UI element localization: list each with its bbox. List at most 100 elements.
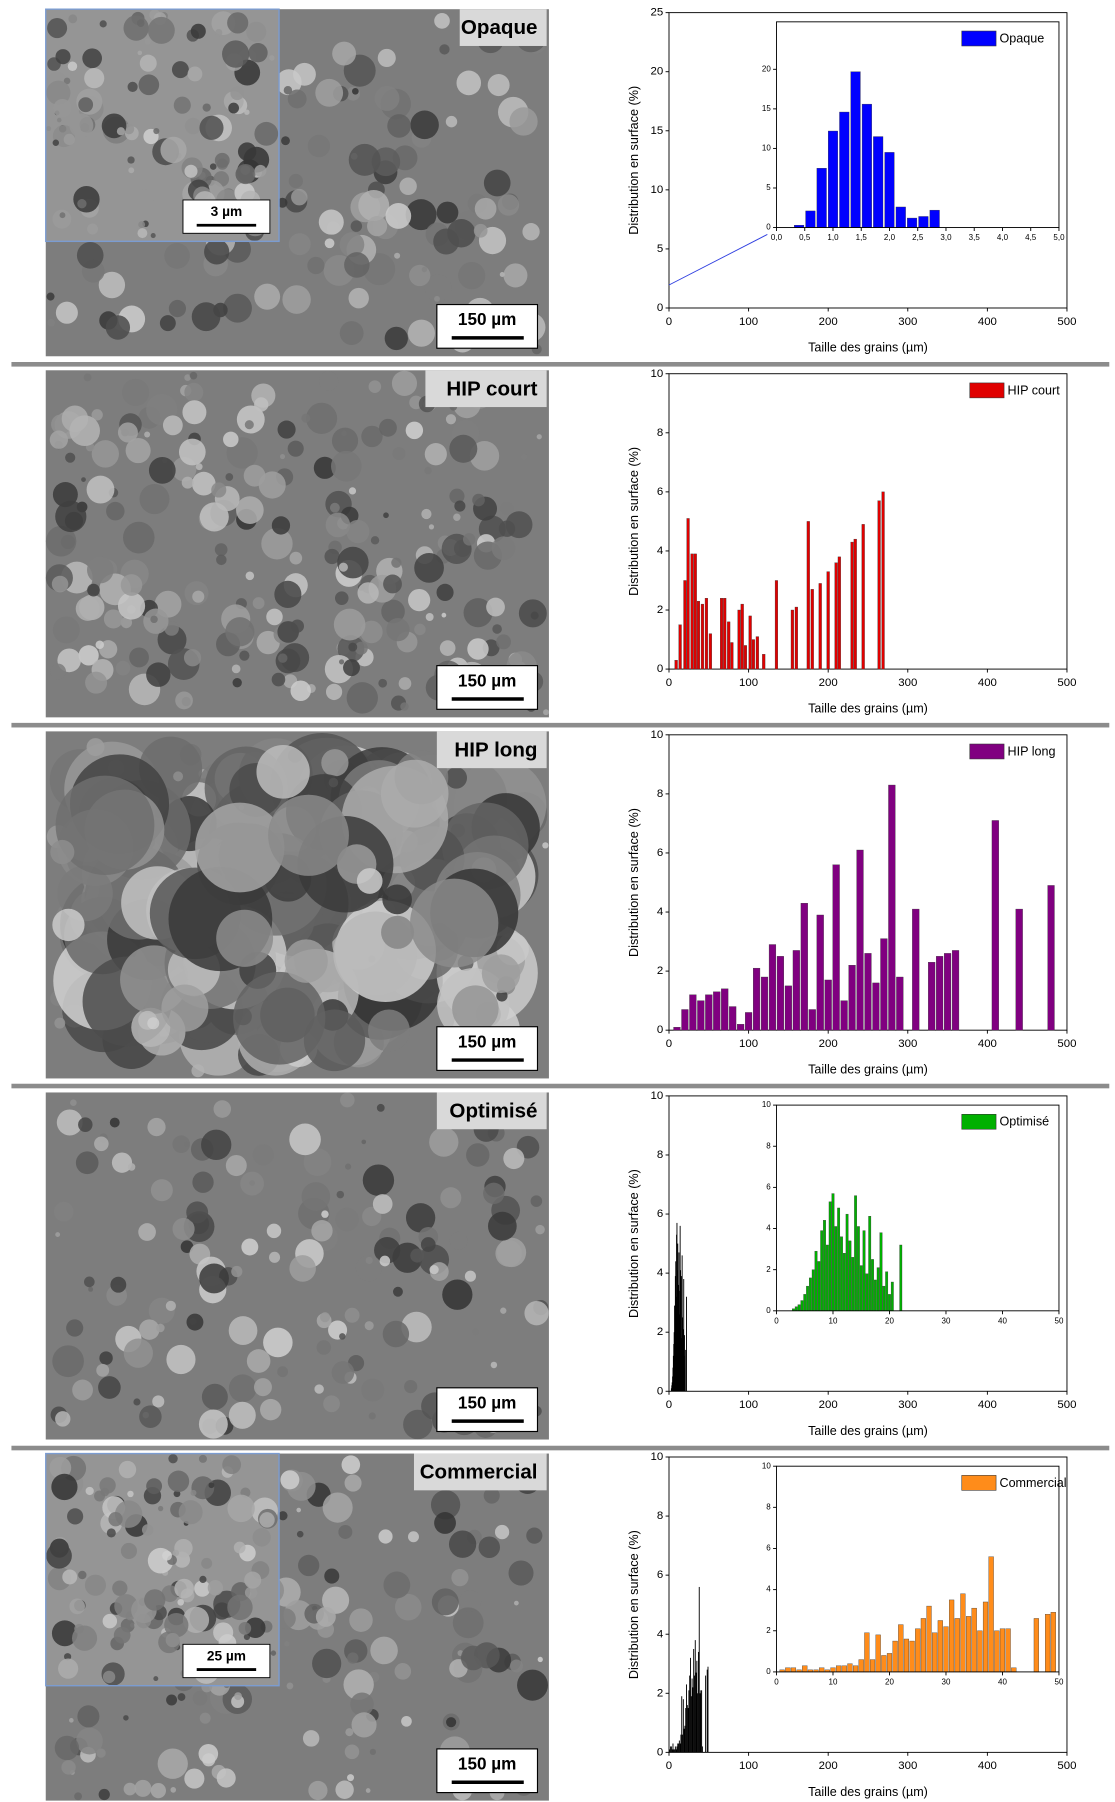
- bar: [762, 654, 766, 670]
- grain: [487, 74, 510, 97]
- grain: [78, 1117, 93, 1132]
- inset-scale-label: 25 µm: [207, 1649, 246, 1664]
- bar: [991, 820, 999, 1031]
- bar: [819, 1667, 825, 1673]
- bar: [850, 71, 861, 228]
- x-tick-label: 50: [1055, 1316, 1064, 1325]
- grain: [281, 136, 290, 146]
- grain: [186, 1313, 204, 1331]
- grain: [254, 283, 281, 310]
- bar: [737, 1024, 745, 1031]
- grain: [254, 164, 267, 177]
- x-tick-label: 50: [1055, 1677, 1064, 1686]
- grain: [425, 613, 434, 621]
- grain: [337, 546, 369, 579]
- grain: [85, 671, 108, 694]
- grain: [99, 1351, 113, 1365]
- grain: [110, 1276, 127, 1293]
- x-tick-label: 1,0: [827, 233, 839, 242]
- grain: [103, 609, 123, 629]
- bar: [907, 217, 918, 228]
- grain: [173, 96, 191, 114]
- y-tick-label: 0: [657, 1385, 663, 1397]
- x-tick-label: 2,0: [884, 233, 896, 242]
- bar: [909, 1640, 915, 1673]
- grain: [301, 1182, 331, 1211]
- plot-frame: [668, 373, 1068, 670]
- bar: [806, 521, 810, 670]
- x-tick-label: 5,0: [1053, 233, 1065, 242]
- grain: [139, 483, 170, 515]
- grain: [228, 102, 240, 114]
- y-tick-label: 6: [657, 1208, 663, 1220]
- grain: [160, 136, 187, 164]
- legend-label: Opaque: [999, 31, 1044, 45]
- grain: [47, 318, 56, 327]
- image-label: Optimisé: [449, 1099, 537, 1122]
- grain: [517, 1669, 548, 1701]
- bar: [848, 1240, 852, 1311]
- bar: [806, 1285, 809, 1311]
- bar: [685, 1708, 687, 1753]
- grain: [102, 1613, 118, 1629]
- x-tick-label: 500: [1057, 677, 1076, 689]
- grain: [394, 1663, 412, 1680]
- bar: [686, 1684, 687, 1753]
- x-tick-label: 100: [739, 1399, 758, 1411]
- grain: [322, 1492, 353, 1523]
- grain: [199, 1712, 211, 1724]
- grain: [106, 1528, 116, 1538]
- bar: [828, 130, 838, 228]
- grain: [227, 1594, 253, 1621]
- bar: [697, 1651, 699, 1753]
- grain: [228, 1374, 257, 1403]
- grain: [227, 1494, 255, 1523]
- x-tick-label: 200: [819, 677, 838, 689]
- bar: [805, 210, 816, 228]
- grain: [367, 216, 388, 237]
- grain: [171, 61, 189, 79]
- x-tick-label: 3,0: [940, 233, 952, 242]
- grain: [268, 794, 349, 876]
- grain: [449, 434, 478, 463]
- inset-frame: [45, 8, 280, 243]
- grain: [244, 1571, 262, 1589]
- bar: [677, 1743, 679, 1753]
- grain: [436, 583, 454, 602]
- grain: [335, 1207, 359, 1232]
- grain: [434, 13, 450, 29]
- grain: [108, 1512, 123, 1527]
- grain: [270, 1650, 277, 1656]
- grain: [144, 1589, 166, 1611]
- bar: [842, 1253, 846, 1311]
- grain: [269, 1251, 281, 1263]
- grain: [116, 127, 126, 136]
- bar: [873, 136, 884, 228]
- y-tick-label: 8: [657, 427, 663, 439]
- grain: [127, 156, 135, 164]
- bar: [816, 168, 827, 228]
- bar: [678, 624, 682, 670]
- grain: [55, 1411, 71, 1427]
- grain: [254, 121, 279, 146]
- bar: [697, 1000, 705, 1031]
- grain: [225, 1155, 247, 1177]
- grain: [72, 1379, 93, 1401]
- grain: [150, 1179, 173, 1202]
- grain: [58, 1658, 79, 1679]
- grain: [199, 1575, 207, 1584]
- y-tick-label: 6: [657, 847, 663, 859]
- bar: [706, 1669, 708, 1753]
- grain: [323, 1395, 340, 1413]
- grain: [69, 415, 100, 447]
- grain: [278, 1511, 288, 1521]
- bar: [705, 1675, 707, 1753]
- grain: [184, 382, 204, 402]
- grain: [492, 624, 502, 634]
- grain: [207, 1580, 224, 1596]
- bar: [837, 556, 841, 670]
- y-tick-label: 10: [762, 1461, 771, 1470]
- bar: [672, 1743, 674, 1753]
- grain: [177, 1598, 185, 1606]
- bar: [912, 908, 920, 1031]
